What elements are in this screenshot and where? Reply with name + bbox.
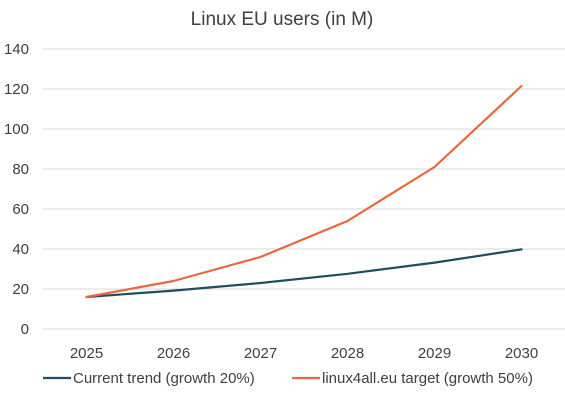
x-axis-tick-labels: 2025 2026 2027 2028 2029 2030 <box>70 345 538 362</box>
x-tick-label: 2025 <box>70 345 103 362</box>
y-tick-label: 80 <box>12 161 29 178</box>
y-tick-label: 40 <box>12 241 29 258</box>
gridlines <box>43 48 565 330</box>
y-axis-tick-labels: 0 20 40 60 80 100 120 140 <box>4 41 29 338</box>
x-tick-label: 2028 <box>331 345 364 362</box>
series-lines <box>85 84 523 299</box>
x-tick-label: 2026 <box>157 345 190 362</box>
legend: Current trend (growth 20%) linux4all.eu t… <box>43 370 533 387</box>
x-tick-label: 2027 <box>244 345 277 362</box>
y-tick-label: 20 <box>12 281 29 298</box>
y-tick-label: 120 <box>4 81 29 98</box>
y-tick-label: 140 <box>4 41 29 58</box>
legend-label: Current trend (growth 20%) <box>73 370 255 387</box>
series-line-1 <box>85 84 523 299</box>
y-tick-label: 100 <box>4 121 29 138</box>
y-tick-label: 0 <box>21 321 29 338</box>
y-tick-label: 60 <box>12 201 29 218</box>
series-line-0 <box>85 248 523 299</box>
x-tick-label: 2030 <box>505 345 538 362</box>
chart-title: Linux EU users (in M) <box>191 9 374 30</box>
x-tick-label: 2029 <box>418 345 451 362</box>
legend-label: linux4all.eu target (growth 50%) <box>322 370 533 387</box>
